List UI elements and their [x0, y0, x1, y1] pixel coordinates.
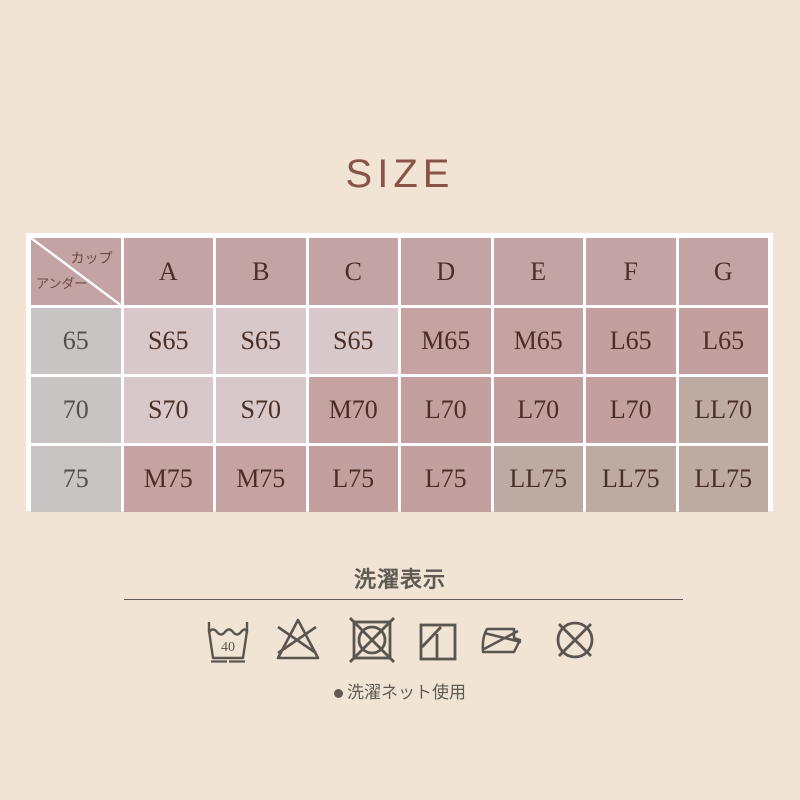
svg-text:40: 40 [221, 640, 235, 655]
